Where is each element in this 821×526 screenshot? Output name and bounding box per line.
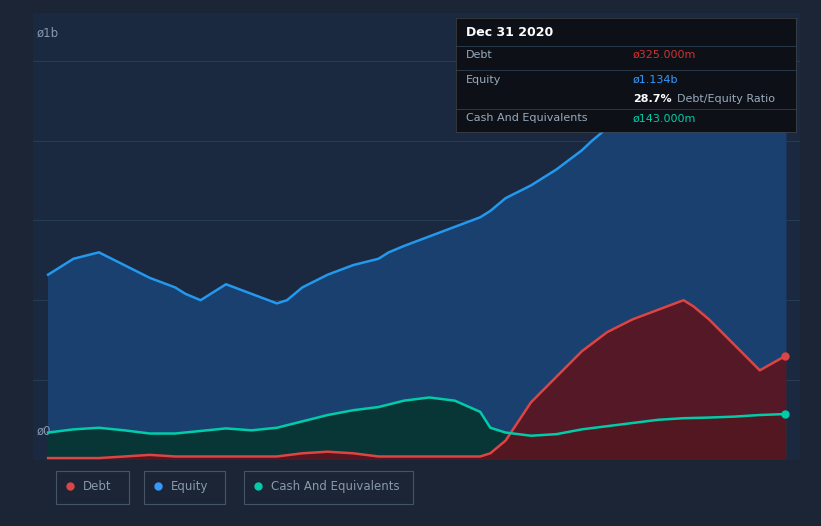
- Text: Equity: Equity: [466, 75, 502, 85]
- Text: Debt/Equity Ratio: Debt/Equity Ratio: [677, 94, 775, 104]
- Text: Debt: Debt: [83, 480, 112, 493]
- Text: ø1b: ø1b: [37, 26, 59, 39]
- Text: 28.7%: 28.7%: [633, 94, 672, 104]
- Text: Equity: Equity: [171, 480, 209, 493]
- Text: ø143.000m: ø143.000m: [633, 114, 696, 124]
- Text: Cash And Equivalents: Cash And Equivalents: [271, 480, 400, 493]
- Text: ø1.134b: ø1.134b: [633, 75, 678, 85]
- Text: Cash And Equivalents: Cash And Equivalents: [466, 114, 587, 124]
- Text: Dec 31 2020: Dec 31 2020: [466, 26, 553, 39]
- Text: Debt: Debt: [466, 50, 493, 60]
- Text: ø325.000m: ø325.000m: [633, 50, 696, 60]
- Text: ø0: ø0: [37, 424, 51, 437]
